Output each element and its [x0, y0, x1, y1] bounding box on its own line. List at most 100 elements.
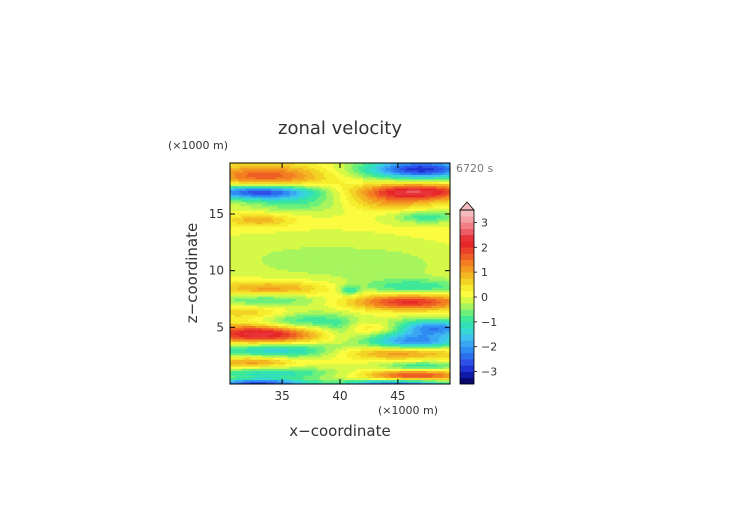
heatmap-cell: [252, 307, 256, 311]
heatmap-cell: [310, 359, 314, 363]
heatmap-cell: [266, 345, 270, 349]
heatmap-cell: [342, 275, 346, 279]
heatmap-cell: [365, 370, 369, 374]
heatmap-cell: [246, 291, 249, 295]
heatmap-cell: [422, 309, 426, 313]
heatmap-cell: [273, 318, 277, 322]
heatmap-cell: [314, 329, 318, 333]
heatmap-cell: [264, 296, 268, 299]
heatmap-cell: [303, 300, 307, 304]
heatmap-cell: [351, 377, 355, 381]
heatmap-cell: [255, 280, 259, 284]
heatmap-cell: [390, 325, 394, 329]
heatmap-cell: [257, 282, 261, 286]
heatmap-cell: [255, 273, 259, 277]
heatmap-cell: [241, 307, 245, 311]
heatmap-cell: [266, 273, 270, 277]
heatmap-cell: [360, 334, 364, 338]
heatmap-cell: [246, 278, 249, 281]
heatmap-cell: [289, 332, 293, 335]
heatmap-cell: [319, 289, 323, 293]
heatmap-cell: [289, 278, 293, 281]
heatmap-cell: [353, 361, 357, 365]
heatmap-cell: [376, 354, 380, 358]
heatmap-cell: [390, 350, 394, 354]
heatmap-cell: [241, 311, 245, 315]
heatmap-cell: [445, 325, 449, 329]
heatmap-cell: [278, 309, 282, 313]
heatmap-cell: [422, 307, 426, 311]
heatmap-cell: [236, 271, 240, 275]
heatmap-cell: [337, 345, 341, 349]
heatmap-cell: [436, 372, 440, 376]
heatmap-cell: [346, 352, 350, 356]
heatmap-cell: [252, 309, 256, 313]
heatmap-cell: [358, 284, 362, 288]
heatmap-cell: [246, 314, 249, 317]
heatmap-cell: [365, 296, 369, 299]
heatmap-cell: [372, 327, 375, 331]
heatmap-cell: [335, 345, 339, 349]
heatmap-cell: [259, 347, 263, 351]
heatmap-cell: [356, 341, 359, 345]
heatmap-cell: [298, 370, 302, 374]
heatmap-cell: [401, 363, 405, 367]
heatmap-cell: [291, 305, 295, 308]
heatmap-cell: [303, 329, 307, 333]
heatmap-cell: [314, 370, 318, 374]
heatmap-cell: [230, 336, 233, 340]
heatmap-cell: [314, 325, 318, 329]
heatmap-cell: [314, 273, 318, 277]
heatmap-cell: [369, 309, 373, 313]
heatmap-cell: [424, 352, 428, 356]
heatmap-cell: [408, 354, 412, 358]
heatmap-cell: [314, 314, 318, 317]
heatmap-cell: [390, 336, 394, 340]
heatmap-cell: [390, 266, 394, 270]
heatmap-cell: [429, 314, 433, 317]
heatmap-cell: [314, 372, 318, 376]
heatmap-cell: [429, 361, 433, 365]
heatmap-cell: [404, 345, 408, 349]
heatmap-cell: [340, 356, 343, 360]
heatmap-cell: [397, 307, 401, 311]
heatmap-cell: [323, 336, 327, 340]
heatmap-cell: [328, 305, 332, 308]
heatmap-cell: [390, 307, 394, 311]
heatmap-cell: [296, 305, 300, 308]
heatmap-cell: [255, 370, 259, 374]
heatmap-cell: [385, 323, 389, 326]
heatmap-cell: [305, 314, 309, 317]
heatmap-cell: [422, 282, 426, 286]
heatmap-cell: [372, 291, 375, 295]
heatmap-cell: [404, 275, 408, 279]
heatmap-cell: [420, 314, 424, 317]
heatmap-cell: [417, 323, 421, 326]
heatmap-cell: [392, 318, 396, 322]
heatmap-cell: [312, 307, 316, 311]
heatmap-cell: [381, 291, 385, 295]
heatmap-cell: [420, 320, 424, 324]
heatmap-cell: [408, 314, 412, 317]
heatmap-cell: [280, 302, 284, 306]
heatmap-cell: [367, 291, 371, 295]
heatmap-cell: [360, 359, 364, 363]
heatmap-cell: [401, 381, 405, 384]
heatmap-cell: [378, 316, 382, 320]
heatmap-cell: [296, 302, 300, 306]
heatmap-cell: [287, 361, 291, 365]
heatmap-cell: [447, 298, 450, 302]
heatmap-cell: [264, 329, 268, 333]
heatmap-cell: [404, 266, 408, 270]
heatmap-cell: [268, 311, 272, 315]
heatmap-cell: [431, 370, 435, 374]
heatmap-cell: [395, 323, 398, 326]
heatmap-cell: [411, 363, 414, 367]
heatmap-cell: [342, 268, 346, 272]
heatmap-cell: [433, 323, 437, 326]
heatmap-cell: [427, 361, 430, 365]
heatmap-cell: [310, 350, 314, 354]
heatmap-cell: [404, 354, 408, 358]
heatmap-cell: [312, 343, 316, 347]
heatmap-cell: [273, 296, 277, 299]
